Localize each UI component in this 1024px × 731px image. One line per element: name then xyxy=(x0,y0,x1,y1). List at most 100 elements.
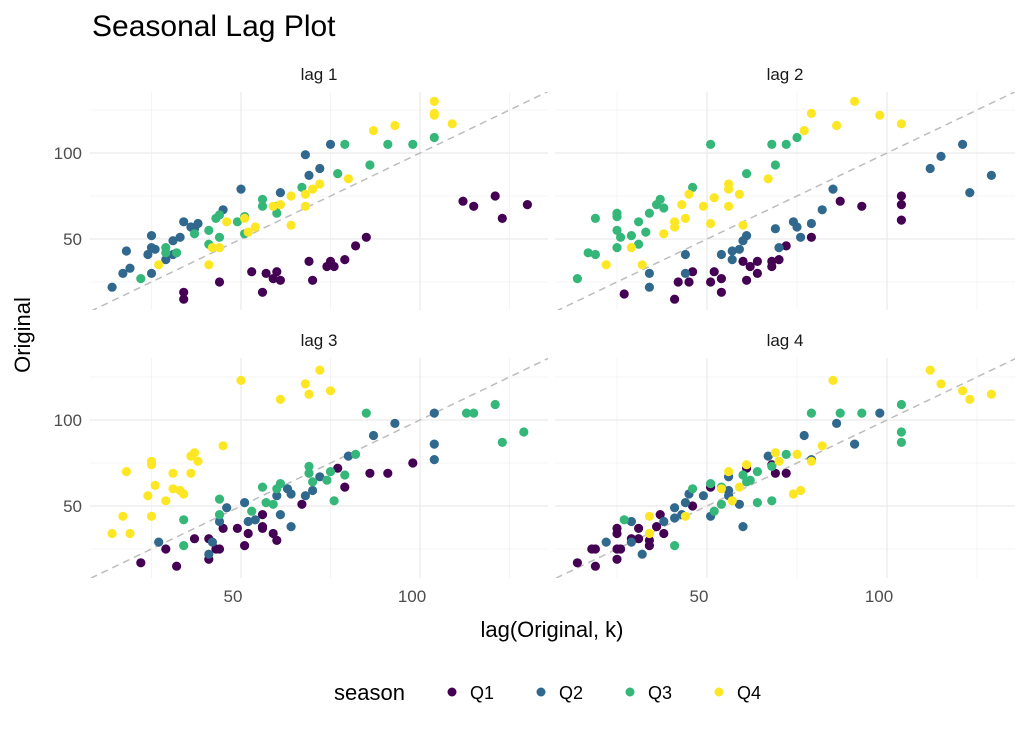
data-point-q1 xyxy=(644,535,655,546)
data-point-q1 xyxy=(616,544,626,554)
data-point-q1 xyxy=(745,261,755,272)
data-point-q2 xyxy=(275,188,285,198)
data-point-q4 xyxy=(670,217,680,227)
data-point-q4 xyxy=(716,484,727,494)
data-point-q3 xyxy=(497,437,507,447)
legend-label-q3: Q3 xyxy=(648,683,672,703)
data-point-q4 xyxy=(250,222,260,232)
data-point-q1 xyxy=(179,294,189,304)
y-axis-title: Original xyxy=(10,297,35,373)
data-point-q2 xyxy=(724,485,734,496)
data-point-q4 xyxy=(304,389,314,399)
data-point-q4 xyxy=(727,496,737,506)
data-point-q3 xyxy=(612,212,622,222)
data-point-q1 xyxy=(655,509,665,520)
data-point-q2 xyxy=(107,282,117,292)
series-q3 xyxy=(136,132,439,284)
data-point-q4 xyxy=(680,511,691,521)
data-point-q3 xyxy=(329,496,339,506)
panel-lag-1: lag 1 50 100 xyxy=(54,65,548,310)
data-point-q1 xyxy=(340,255,350,265)
data-point-q2 xyxy=(161,255,171,265)
data-point-q3 xyxy=(738,470,748,480)
data-point-q4 xyxy=(677,200,687,210)
data-point-q4 xyxy=(706,218,716,229)
data-point-q1 xyxy=(752,256,763,266)
data-point-q4 xyxy=(788,489,799,499)
data-point-q2 xyxy=(429,439,439,449)
panel-lag-3: lag 3 50 100 50 100 xyxy=(54,331,548,606)
data-point-q4 xyxy=(286,191,296,201)
data-point-q3 xyxy=(297,182,307,192)
data-point-q4 xyxy=(315,365,325,375)
data-point-q2 xyxy=(125,263,135,273)
data-point-q4 xyxy=(734,189,745,199)
data-point-q3 xyxy=(709,506,719,516)
data-point-q1 xyxy=(634,534,644,544)
data-point-q3 xyxy=(634,217,644,227)
data-point-q1 xyxy=(136,558,146,568)
data-point-q1 xyxy=(716,274,727,284)
data-point-q2 xyxy=(250,515,260,525)
data-point-q1 xyxy=(742,275,752,285)
series-q2 xyxy=(154,408,439,559)
data-point-q2 xyxy=(644,268,655,278)
data-point-q2 xyxy=(727,246,737,256)
data-point-q4 xyxy=(965,394,975,404)
data-point-q2 xyxy=(146,231,157,241)
data-point-q3 xyxy=(619,515,629,525)
data-point-q3 xyxy=(272,208,282,218)
data-point-q3 xyxy=(716,499,727,509)
data-point-q3 xyxy=(490,399,500,410)
data-point-q1 xyxy=(659,528,669,539)
data-point-q1 xyxy=(896,191,907,201)
data-point-q4 xyxy=(724,201,734,211)
data-point-q1 xyxy=(896,215,907,225)
data-point-q3 xyxy=(590,249,601,260)
data-point-q4 xyxy=(684,189,694,199)
data-point-q3 xyxy=(179,515,189,525)
data-point-q2 xyxy=(659,516,669,527)
data-point-q4 xyxy=(275,200,285,210)
legend-title: season xyxy=(334,680,405,705)
series-q3 xyxy=(619,399,907,551)
data-point-q4 xyxy=(146,460,157,470)
data-point-q1 xyxy=(361,232,371,242)
data-point-q3 xyxy=(136,274,146,284)
data-point-q2 xyxy=(626,516,637,527)
data-point-q2 xyxy=(214,516,225,527)
data-point-q2 xyxy=(828,184,838,194)
data-point-q3 xyxy=(429,132,439,143)
x-tick-label: 50 xyxy=(690,587,709,606)
data-point-q4 xyxy=(724,467,734,477)
data-point-q1 xyxy=(218,523,228,534)
data-point-q3 xyxy=(896,437,907,447)
data-point-q3 xyxy=(641,227,651,237)
data-point-q1 xyxy=(835,196,845,206)
data-point-q2 xyxy=(792,222,802,232)
data-point-q4 xyxy=(168,468,178,478)
data-point-q2 xyxy=(727,255,737,265)
data-point-q2 xyxy=(875,408,885,418)
data-point-q2 xyxy=(680,498,691,508)
data-point-q3 xyxy=(655,194,665,204)
data-point-q2 xyxy=(817,205,827,215)
y-tick-label: 50 xyxy=(63,230,82,249)
data-point-q2 xyxy=(986,170,997,180)
data-point-q2 xyxy=(670,513,680,523)
data-point-q2 xyxy=(734,244,745,254)
data-point-q2 xyxy=(204,549,214,559)
data-point-q3 xyxy=(767,461,777,471)
data-point-q3 xyxy=(806,408,817,418)
data-point-q3 xyxy=(781,139,791,149)
data-point-q3 xyxy=(268,499,278,509)
data-point-q4 xyxy=(275,394,285,404)
data-point-q3 xyxy=(752,467,763,477)
data-point-q1 xyxy=(497,213,507,223)
data-point-q4 xyxy=(763,174,773,184)
data-point-q1 xyxy=(619,289,629,299)
data-point-q1 xyxy=(716,287,727,297)
data-point-q2 xyxy=(150,244,160,254)
data-point-q2 xyxy=(774,243,784,253)
data-point-q4 xyxy=(626,243,637,253)
